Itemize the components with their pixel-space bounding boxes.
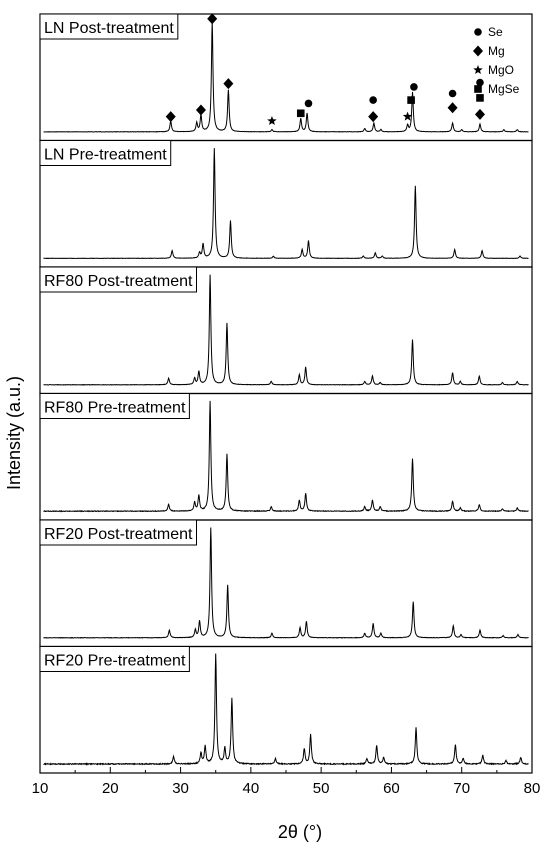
panel-label: RF80 Pre-treatment bbox=[44, 400, 186, 417]
panel-label-box bbox=[39, 519, 197, 546]
panel-label-box bbox=[39, 393, 190, 419]
x-tick-label: 70 bbox=[453, 780, 470, 797]
panel-2: LN Pre-treatment bbox=[39, 139, 533, 268]
panels-group: LN Post-treatment LN Pre-treatment RF80 Po… bbox=[39, 13, 533, 774]
xrd-trace bbox=[43, 653, 529, 766]
legend-symbol-diamond bbox=[473, 45, 483, 57]
phase-marker-diamond bbox=[223, 78, 234, 90]
panel-4: RF80 Pre-treatment bbox=[39, 392, 533, 521]
panel-label-box bbox=[39, 646, 190, 672]
phase-marker-star bbox=[267, 116, 277, 126]
x-tick-label: 40 bbox=[243, 780, 260, 797]
phase-marker-diamond bbox=[447, 102, 458, 114]
phase-marker-circle bbox=[304, 99, 313, 108]
panel-label: LN Post-treatment bbox=[44, 20, 174, 37]
legend-symbol-square bbox=[474, 85, 482, 93]
panel-3: RF80 Post-treatment bbox=[39, 266, 533, 395]
panel-label: RF20 Post-treatment bbox=[44, 526, 193, 543]
legend-symbol-circle bbox=[474, 28, 482, 36]
y-axis-title: Intensity (a.u.) bbox=[4, 376, 24, 490]
phase-marker-diamond bbox=[207, 13, 218, 25]
legend: Se Mg MgO MgSe bbox=[473, 25, 520, 96]
panel-6: RF20 Pre-treatment bbox=[39, 645, 533, 774]
xrd-trace bbox=[43, 527, 529, 639]
phase-marker-square bbox=[296, 109, 305, 118]
phase-marker-circle bbox=[369, 96, 377, 104]
x-axis: 10 20 30 40 50 60 70 80 bbox=[32, 767, 541, 797]
legend-label: Se bbox=[488, 25, 503, 39]
phase-marker-circle bbox=[448, 89, 457, 98]
legend-label: Mg bbox=[488, 44, 505, 58]
legend-label: MgO bbox=[488, 63, 514, 77]
panel-label-box bbox=[39, 13, 179, 40]
xrd-trace bbox=[43, 148, 529, 260]
xrd-trace bbox=[43, 21, 529, 133]
phase-marker-circle bbox=[476, 78, 484, 87]
legend-label: MgSe bbox=[488, 82, 520, 96]
panel-label: RF80 Post-treatment bbox=[44, 273, 193, 290]
x-tick-label: 60 bbox=[383, 780, 400, 797]
panel-label: RF20 Pre-treatment bbox=[44, 653, 186, 670]
xrd-trace bbox=[43, 400, 529, 513]
phase-marker-diamond bbox=[195, 104, 206, 116]
phase-marker-diamond bbox=[474, 108, 485, 120]
panel-label-box bbox=[39, 140, 172, 166]
panel-label-box bbox=[39, 266, 197, 293]
x-axis-title: 2θ (°) bbox=[278, 822, 322, 842]
phase-marker-diamond bbox=[165, 111, 176, 123]
x-tick-label: 50 bbox=[313, 780, 330, 797]
x-tick-label: 10 bbox=[32, 780, 49, 797]
xrd-trace bbox=[43, 274, 529, 386]
phase-marker-square bbox=[476, 94, 484, 102]
phase-marker-diamond bbox=[368, 111, 379, 123]
phase-marker-square bbox=[407, 96, 415, 104]
x-tick-label: 20 bbox=[102, 780, 119, 797]
x-tick-label: 30 bbox=[172, 780, 189, 797]
panel-5: RF20 Post-treatment bbox=[39, 519, 533, 648]
panel-label: LN Pre-treatment bbox=[44, 147, 167, 164]
x-tick-label: 80 bbox=[524, 780, 541, 797]
legend-symbol-star bbox=[473, 65, 483, 75]
phase-marker-star bbox=[402, 111, 413, 121]
panel-1: LN Post-treatment bbox=[39, 13, 533, 142]
phase-marker-circle bbox=[410, 83, 418, 91]
